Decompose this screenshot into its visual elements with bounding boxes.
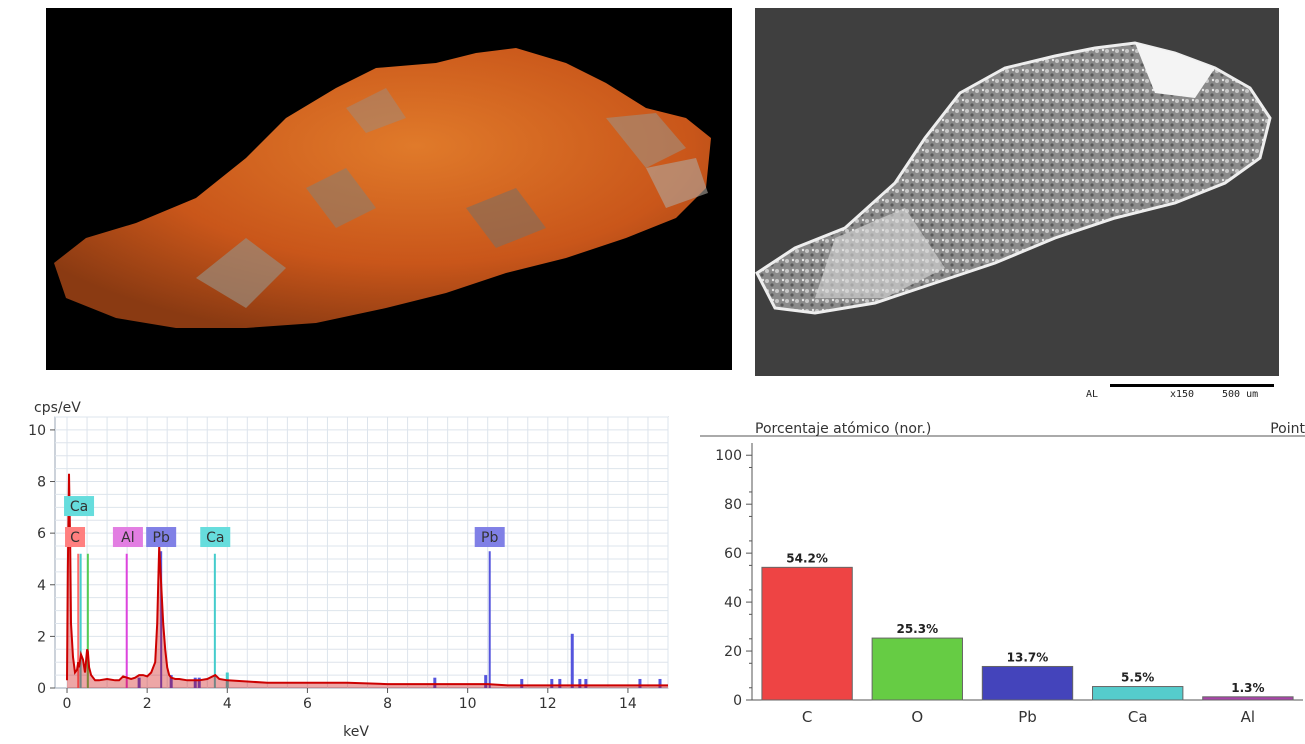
bar-value-label: 5.5% [1121, 671, 1154, 685]
spectrum-axes: 0 2 4 6 8 10 12 14 0 2 4 6 8 10 [28, 423, 637, 712]
spectrum-element-label: Pb [481, 530, 498, 546]
bar-value-label: 13.7% [1007, 650, 1049, 664]
bar-Pb [981, 665, 1074, 701]
sem-scale-label: 500 um [1222, 389, 1259, 400]
bar-Ca [1092, 686, 1184, 701]
spectrum-element-label-box [64, 496, 95, 517]
eds-spectrum-chart: 0 2 4 6 8 10 12 14 0 2 4 6 8 10 Ca C Al Pb Ca Pb cps/eV ke… [28, 400, 669, 740]
spectrum-element-label: C [70, 530, 80, 546]
bar-y-tick-label: 60 [724, 546, 742, 562]
bar-y-tick-label: 20 [724, 644, 742, 660]
spectrum-y-tick-label: 4 [37, 578, 46, 594]
bar-value-label: 25.3% [896, 622, 938, 636]
bar-chart-bars: 54.2% C 25.3% O 13.7% Pb 5.5% Ca 1.3% Al [761, 551, 1294, 726]
spectrum-element-labels: Ca C Al Pb Ca Pb [64, 496, 505, 548]
spectrum-y-tick-label: 0 [37, 681, 46, 697]
bar-chart-title-right: Point [1270, 421, 1305, 437]
spectrum-x-tick-label: 6 [303, 696, 312, 712]
spectrum-grid [54, 416, 669, 689]
bar-category-label: Ca [1128, 708, 1148, 726]
spectrum-series-line [66, 473, 668, 687]
bar-category-label: Al [1241, 708, 1255, 726]
spectrum-element-label-box [474, 527, 505, 548]
spectrum-element-label: Pb [153, 530, 170, 546]
spectrum-y-tick-label: 10 [28, 423, 46, 439]
bar-category-label: C [802, 708, 812, 726]
bar-y-tick-label: 40 [724, 595, 742, 611]
spectrum-x-tick-label: 12 [539, 696, 557, 712]
spectrum-x-tick-label: 4 [223, 696, 232, 712]
sample-photo [46, 8, 732, 370]
sample-photo-image [54, 48, 711, 328]
spectrum-x-tick-label: 14 [619, 696, 637, 712]
bar-category-label: O [911, 708, 923, 726]
sem-magnification-label: x150 [1170, 389, 1195, 400]
sem-image-graphic [755, 41, 1272, 315]
spectrum-y-tick-label: 8 [37, 475, 46, 491]
spectrum-element-label-box [146, 527, 177, 548]
bar-Al [1202, 696, 1294, 701]
spectrum-element-label-box [200, 527, 231, 548]
spectrum-element-label: Al [121, 530, 134, 546]
scale-bar-line [1110, 384, 1274, 387]
spectrum-y-tick-label: 6 [37, 526, 46, 542]
atomic-percentage-chart: 0 20 40 60 80 100 54.2% C 25.3% O 13.7% Pb 5.5% Ca 1.… [700, 421, 1305, 726]
bar-C [761, 566, 853, 701]
bar-y-tick-label: 80 [724, 497, 742, 513]
spectrum-x-tick-label: 10 [459, 696, 477, 712]
sem-image [755, 8, 1279, 376]
spectrum-element-label-box [65, 527, 86, 548]
bar-category-label: Pb [1018, 708, 1037, 726]
bar-O [871, 637, 963, 701]
bar-chart-title: Porcentaje atómico (nor.) [755, 421, 931, 437]
bar-y-tick-label: 0 [733, 693, 742, 709]
spectrum-y-tick-label: 2 [37, 629, 46, 645]
spectrum-x-tick-label: 2 [143, 696, 152, 712]
sem-detector-label: AL [1086, 389, 1099, 400]
bar-value-label: 54.2% [786, 551, 828, 565]
spectrum-element-label-box [112, 527, 143, 548]
bar-y-tick-label: 100 [715, 448, 742, 464]
bar-value-label: 1.3% [1231, 681, 1264, 695]
spectrum-x-axis-label: keV [343, 724, 369, 740]
spectrum-x-tick-label: 0 [63, 696, 72, 712]
spectrum-x-tick-label: 8 [383, 696, 392, 712]
spectrum-series [66, 473, 668, 688]
spectrum-element-label: Ca [206, 530, 224, 546]
sem-scale-bar: AL x150 500 um [1080, 384, 1280, 404]
spectrum-y-axis-label: cps/eV [34, 400, 81, 416]
spectrum-peak-lines [77, 551, 662, 688]
spectrum-element-label: Ca [70, 499, 88, 515]
